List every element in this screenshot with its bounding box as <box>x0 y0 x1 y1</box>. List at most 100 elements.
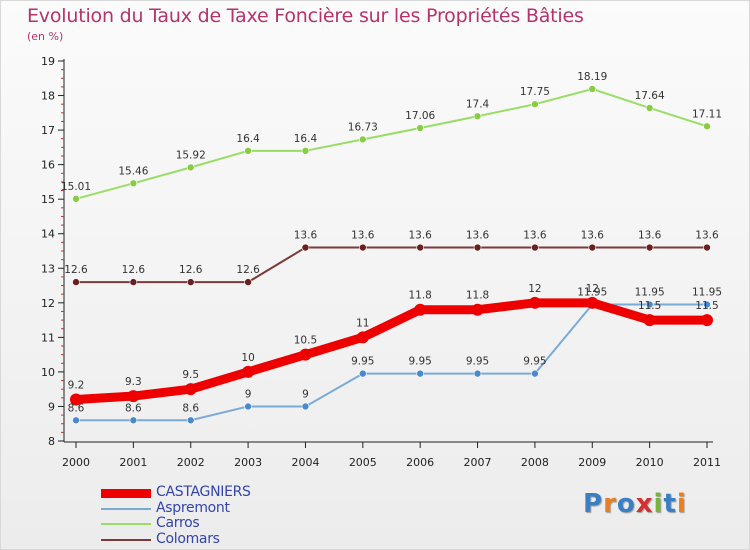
x-tick-label: 2007 <box>464 456 492 469</box>
y-tick-label: 19 <box>41 55 55 68</box>
data-label-castagniers: 11.5 <box>638 300 661 312</box>
data-label-aspremont: 9.95 <box>408 356 431 368</box>
data-point-colomars <box>531 243 539 252</box>
legend-swatch <box>101 507 151 510</box>
data-point-colomars <box>416 243 424 252</box>
data-label-colomars: 13.6 <box>466 230 490 242</box>
data-label-aspremont: 9.95 <box>466 356 489 368</box>
y-tick-label: 16 <box>41 159 55 172</box>
data-point-aspremont <box>531 369 539 378</box>
data-label-colomars: 13.6 <box>523 230 547 242</box>
chart-title: Evolution du Taux de Taxe Foncière sur l… <box>27 5 584 27</box>
data-point-castagniers <box>184 383 197 396</box>
data-label-castagniers: 11.5 <box>695 300 718 312</box>
data-label-castagniers: 10 <box>241 352 254 364</box>
data-label-aspremont: 11.95 <box>692 287 722 299</box>
data-point-aspremont <box>703 300 711 309</box>
y-tick-label: 9 <box>48 400 55 413</box>
data-label-castagniers: 12 <box>586 283 599 295</box>
data-point-carros <box>645 104 654 112</box>
y-tick-label: 15 <box>41 193 55 206</box>
legend-swatch <box>101 538 151 541</box>
data-label-carros: 15.92 <box>176 149 206 161</box>
data-label-castagniers: 9.3 <box>125 376 142 388</box>
data-point-aspremont <box>473 369 482 378</box>
y-tick-label: 10 <box>41 366 55 379</box>
data-label-carros: 17.64 <box>635 90 665 102</box>
data-label-castagniers: 11 <box>356 317 369 329</box>
data-label-aspremont: 8.6 <box>68 402 85 414</box>
data-point-aspremont <box>645 300 654 309</box>
chart-subtitle: (en %) <box>27 30 64 43</box>
data-point-castagniers <box>586 296 599 309</box>
data-point-castagniers <box>70 393 82 406</box>
data-point-castagniers <box>414 303 427 316</box>
x-tick-label: 2005 <box>349 456 377 469</box>
data-label-colomars: 12.6 <box>122 264 146 276</box>
x-tick-label: 2003 <box>234 456 262 469</box>
data-point-carros <box>301 147 310 155</box>
data-label-carros: 18.19 <box>577 71 607 83</box>
data-point-carros <box>244 147 252 155</box>
y-axis-ticks: 8 9 10 11 12 13 14 15 16 17 18 19 <box>41 55 64 448</box>
x-tick-label: 2006 <box>406 456 434 469</box>
y-tick-label: 14 <box>41 228 55 241</box>
data-point-carros <box>129 179 138 188</box>
data-label-colomars: 13.6 <box>408 230 432 242</box>
data-label-aspremont: 9.95 <box>523 356 546 368</box>
data-point-carros <box>186 163 195 172</box>
y-tick-label: 17 <box>41 124 55 137</box>
data-point-aspremont <box>244 402 252 411</box>
data-point-castagniers <box>127 390 140 403</box>
data-point-colomars <box>72 278 80 286</box>
data-label-castagniers: 11.8 <box>408 290 431 302</box>
legend-label: Carros <box>156 515 200 531</box>
data-label-castagniers: 9.2 <box>68 380 85 392</box>
data-label-colomars: 13.6 <box>351 230 375 242</box>
x-tick-label: 2010 <box>636 456 664 469</box>
x-tick-label: 2009 <box>578 456 606 469</box>
data-label-castagniers: 11.8 <box>466 290 489 302</box>
data-label-carros: 16.4 <box>294 133 318 145</box>
proxiti-logo: Proxiti <box>583 489 687 519</box>
data-point-carros <box>473 112 482 121</box>
data-label-carros: 16.4 <box>236 133 260 145</box>
data-point-castagniers <box>471 303 484 316</box>
data-point-colomars <box>129 278 138 286</box>
data-label-carros: 17.75 <box>520 86 550 98</box>
data-label-carros: 15.46 <box>118 165 148 177</box>
data-label-carros: 17.4 <box>466 98 490 110</box>
series-line-carros <box>75 87 708 200</box>
data-point-colomars <box>645 243 654 252</box>
data-label-aspremont: 9.95 <box>351 356 374 368</box>
data-point-aspremont <box>359 369 367 378</box>
legend-label: CASTAGNIERS <box>156 484 251 500</box>
data-label-carros: 17.11 <box>692 108 722 120</box>
data-label-aspremont: 8.6 <box>125 402 142 414</box>
series-line-colomars <box>75 246 708 284</box>
data-point-colomars <box>588 243 597 252</box>
data-point-castagniers <box>528 296 541 309</box>
data-point-aspremont <box>301 402 310 411</box>
x-tick-label: 2000 <box>62 456 90 469</box>
data-point-carros <box>416 124 424 132</box>
data-label-aspremont: 11.95 <box>577 287 607 299</box>
data-point-carros <box>359 135 367 144</box>
data-label-aspremont: 8.6 <box>182 402 199 414</box>
legend-swatch <box>101 523 151 525</box>
x-tick-label: 2002 <box>177 456 205 469</box>
data-label-colomars: 13.6 <box>294 230 318 242</box>
data-point-carros <box>72 195 80 203</box>
data-label-colomars: 13.6 <box>638 230 662 242</box>
data-point-colomars <box>359 243 367 252</box>
data-point-colomars <box>186 278 195 286</box>
y-tick-label: 12 <box>41 297 55 310</box>
legend-label: Aspremont <box>156 499 230 516</box>
data-point-castagniers <box>242 365 255 378</box>
data-point-carros <box>703 122 711 131</box>
data-label-castagniers: 12 <box>528 283 541 295</box>
data-labels-layer: 15.01 15.46 15.92 16.4 16.4 16.73 17.06 17.4 17.… <box>61 71 722 414</box>
data-label-aspremont: 9 <box>245 388 252 400</box>
